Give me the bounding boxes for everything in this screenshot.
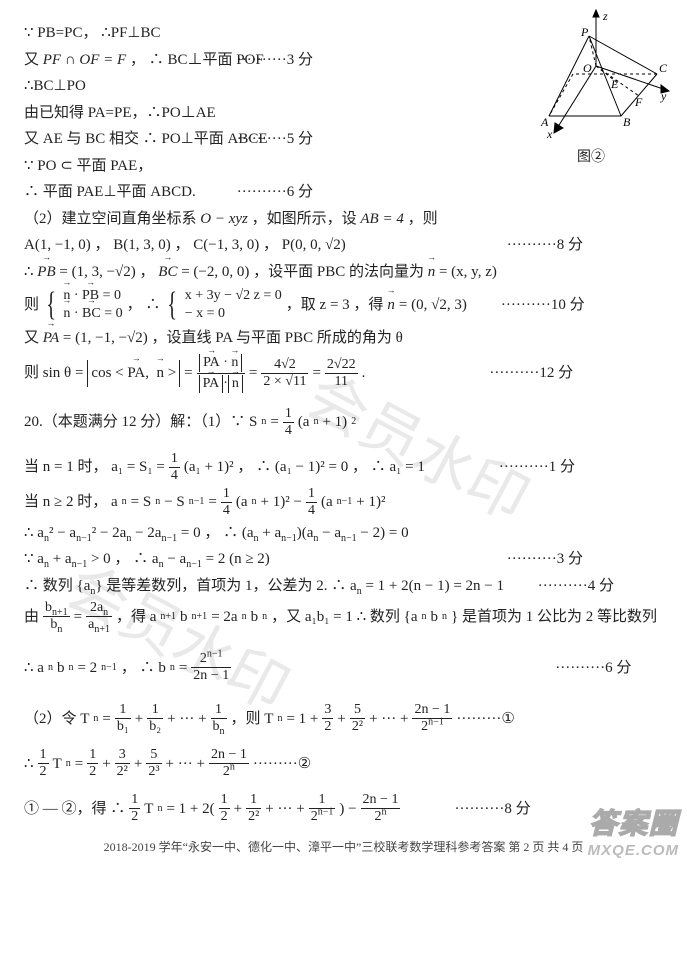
text-line: 由 bn+1bn = 2anan+1 ，得 an+1bn+1 = 2anbn ，… — [24, 601, 663, 632]
text-line: 又 PA = (1, −1, −√2) ，设直线 PA 与平面 PBC 所成的角… — [24, 327, 663, 350]
text-line: 当 n = 1 时， a₁ = S₁ = 14 (a₁ + 1)² ， ∴ (a… — [24, 452, 663, 483]
text-line: （2）令 Tn = 1b₁ + 1b₂ + ··· + 1bn ，则 Tn = … — [24, 703, 663, 734]
page-footer: 2018-2019 学年“永安一中、德化一中、漳平一中”三校联考数学理科参考答案… — [24, 838, 663, 855]
text-line: ∴ 数列 {an} 是等差数列，首项为 1，公差为 2. ∴ an = 1 + … — [24, 575, 663, 598]
text-line: ∵ PO ⊂ 平面 PAE， — [24, 155, 663, 178]
text-line: ∵ an + an−1 > 0 ， ∴ an − an−1 = 2 (n ≥ 2… — [24, 548, 663, 571]
text-line: ∴BC⊥PO — [24, 75, 663, 98]
svg-text:z: z — [602, 9, 608, 23]
text-line: A(1, −1, 0) ， B(1, 3, 0) ， C(−1, 3, 0) ，… — [24, 234, 663, 257]
text-line: ∴ anbn = 2n−1 ， ∴ bn = 2n−12n − 1 6 分 — [24, 652, 663, 683]
text-line: ∵ PB=PC， ∴PF⊥BC — [24, 22, 663, 45]
text-line: 由已知得 PA=PE，∴PO⊥AE — [24, 102, 663, 125]
text-line: ∴ PB = (1, 3, −√2) ， BC = (−2, 0, 0) ，设平… — [24, 261, 663, 284]
equation-line: 则 sin θ = cos < PA, n > = PA · n PA·n = … — [24, 354, 663, 393]
text-line: 20.（本题满分 12 分）解：（1）∵ Sn = 14 (an + 1)2 — [24, 407, 663, 438]
text-line: ① — ②，得 ∴ 12 Tn = 1 + 2( 12 + 12² + ··· … — [24, 793, 663, 824]
text-line: （2）建立空间直角坐标系 O − xyz ，如图所示，设 AB = 4 ，则 — [24, 208, 663, 231]
equation-line: 则 { n · PB = 0 n · BC = 0 ， ∴ { x + 3y −… — [24, 287, 663, 323]
text-line: ∴ an² − an−1² − 2an − 2an−1 = 0 ， ∴ (an … — [24, 522, 663, 545]
text-line: ∴ 12 Tn = 12 + 32² + 52³ + ··· + 2n − 12… — [24, 748, 663, 779]
text-line: 当 n ≥ 2 时， an = Sn − Sn−1 = 14 (an + 1)²… — [24, 487, 663, 518]
text-line: 又 AE 与 BC 相交 ∴ PO⊥平面 ABCE 5 分 — [24, 128, 663, 151]
text-line: ∴ 平面 PAE⊥平面 ABCD. 6 分 — [24, 181, 663, 204]
text-line: 又 PF ∩ OF = F ， ∴ BC⊥平面 POF 3 分 — [24, 49, 663, 72]
